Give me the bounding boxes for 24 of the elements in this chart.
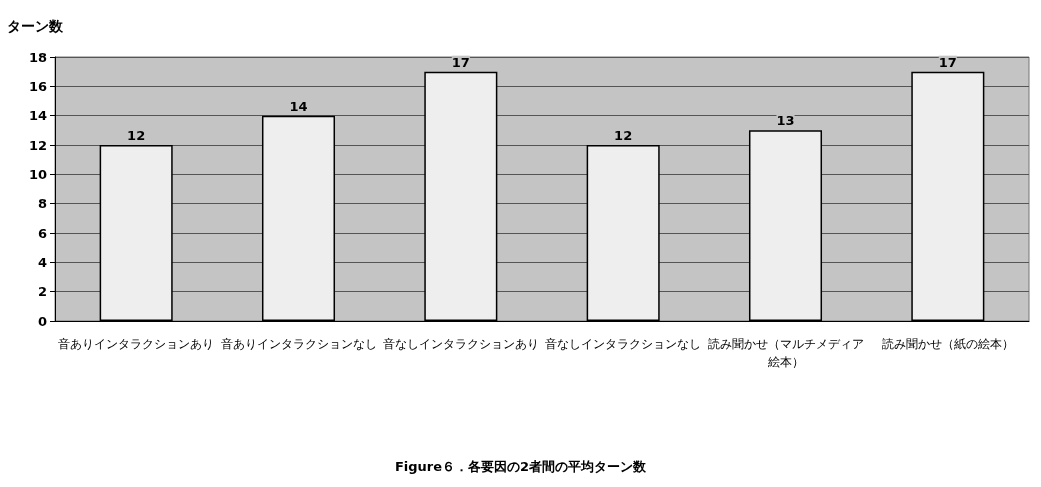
data-label: 17 — [938, 54, 957, 70]
x-tick-label: 音ありインタラクションあり — [58, 337, 215, 351]
y-tick-label: 8 — [37, 196, 47, 212]
y-tick-label: 10 — [28, 166, 47, 182]
x-tick-label: 音ありインタラクションなし — [220, 337, 377, 351]
x-tick-label: 読み聞かせ（マルチメディア絵本） — [707, 337, 864, 369]
x-tick-label: 音なしインタラクションあり — [382, 337, 539, 351]
y-tick-label: 6 — [37, 225, 47, 241]
y-tick-label: 16 — [28, 78, 47, 94]
y-tick-label: 14 — [28, 108, 47, 124]
x-tick-label: 読み聞かせ（紙の絵本） — [881, 337, 1014, 351]
data-label: 12 — [614, 128, 633, 143]
data-label: 17 — [451, 54, 470, 70]
y-tick-label: 4 — [37, 254, 47, 270]
y-tick-label: 12 — [28, 137, 47, 153]
y-tick-label: 18 — [28, 49, 47, 65]
y-tick-label: 0 — [37, 313, 47, 329]
data-label: 14 — [289, 98, 308, 114]
y-axis-title: ターン数 — [7, 18, 64, 34]
data-label: 13 — [776, 113, 795, 129]
x-tick-label: 音なしインタラクションなし — [545, 337, 702, 351]
data-label: 12 — [127, 128, 146, 143]
text: Figure６．各要因の2者間の平均ターン数 — [394, 459, 648, 474]
y-tick-label: 2 — [37, 284, 47, 300]
